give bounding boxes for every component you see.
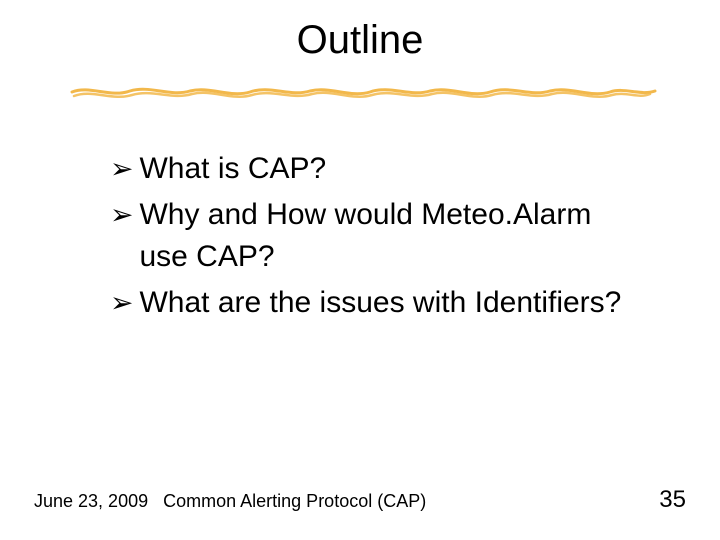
bullet-icon: ➢: [110, 194, 133, 236]
footer-left: June 23, 2009 Common Alerting Protocol (…: [34, 491, 426, 512]
list-item: ➢ What is CAP?: [110, 148, 630, 190]
slide: Outline ➢ What is CAP? ➢ Why and How wou…: [0, 0, 720, 540]
bullet-list: ➢ What is CAP? ➢ Why and How would Meteo…: [110, 148, 630, 328]
list-item: ➢ Why and How would Meteo.Alarm use CAP?: [110, 194, 630, 278]
bullet-text: What is CAP?: [139, 148, 326, 190]
footer-topic: Common Alerting Protocol (CAP): [163, 491, 426, 511]
bullet-icon: ➢: [110, 282, 133, 324]
page-number: 35: [659, 486, 686, 514]
bullet-text: What are the issues with Identifiers?: [139, 282, 621, 324]
list-item: ➢ What are the issues with Identifiers?: [110, 282, 630, 324]
footer: June 23, 2009 Common Alerting Protocol (…: [34, 486, 686, 514]
title-underline: [70, 82, 660, 102]
slide-title: Outline: [0, 0, 720, 63]
footer-date: June 23, 2009: [34, 491, 148, 511]
bullet-icon: ➢: [110, 148, 133, 190]
bullet-text: Why and How would Meteo.Alarm use CAP?: [139, 194, 630, 278]
